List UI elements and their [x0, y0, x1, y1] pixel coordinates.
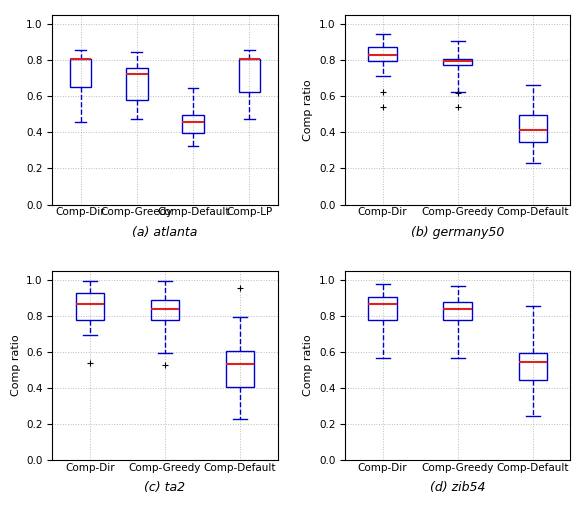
Y-axis label: Comp ratio: Comp ratio [303, 79, 313, 141]
X-axis label: (a) atlanta: (a) atlanta [132, 226, 198, 239]
Y-axis label: Comp ratio: Comp ratio [10, 335, 20, 396]
Y-axis label: Comp ratio: Comp ratio [303, 335, 313, 396]
X-axis label: (d) zib54: (d) zib54 [430, 481, 485, 494]
X-axis label: (b) germany50: (b) germany50 [411, 226, 505, 239]
X-axis label: (c) ta2: (c) ta2 [144, 481, 186, 494]
